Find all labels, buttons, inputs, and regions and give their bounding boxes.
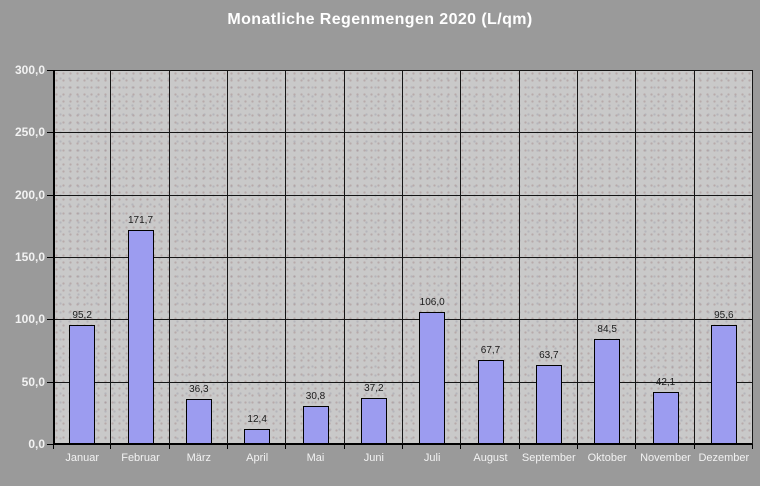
gridline-h <box>53 257 753 258</box>
x-axis-label-august: August <box>473 452 508 464</box>
bar-august <box>477 359 504 444</box>
bar-value-label: 30,8 <box>305 390 326 402</box>
gridline-v <box>343 70 345 444</box>
gridline-v <box>752 70 753 444</box>
y-axis-tick-label: 50,0 <box>21 374 45 389</box>
bar-value-label: 42,1 <box>655 376 676 388</box>
x-axis-tick <box>752 444 753 449</box>
x-axis-tick <box>168 444 170 449</box>
y-axis-tick <box>47 132 53 134</box>
y-axis-tick-label: 150,0 <box>14 250 45 264</box>
x-axis-label-juni: Juni <box>363 452 384 464</box>
y-axis-tick-label: 250,0 <box>14 125 45 140</box>
x-axis-tick <box>635 444 637 449</box>
x-axis-label-september: September <box>521 452 576 464</box>
x-axis-label-oktober: Oktober <box>587 452 627 464</box>
gridline-h <box>53 132 753 134</box>
bar-value-label: 37,2 <box>364 382 384 394</box>
gridline-v <box>518 70 520 444</box>
bar-value-label: 95,2 <box>72 310 92 322</box>
chart-title: Monatliche Regenmengen 2020 (L/qm) <box>227 11 533 28</box>
gridline-v <box>227 70 228 444</box>
bar-märz <box>185 398 212 444</box>
gridline-v <box>635 70 637 444</box>
x-axis-tick <box>460 444 462 449</box>
bar-dezember <box>710 324 737 444</box>
x-axis-tick <box>518 444 520 449</box>
y-axis-tick <box>47 319 53 321</box>
y-axis-tick <box>47 257 53 258</box>
gridline-h <box>53 70 753 71</box>
x-axis-label-november: November <box>640 452 691 464</box>
bar-februar <box>127 229 154 444</box>
bar-value-label: 36,3 <box>189 383 209 395</box>
x-axis-label-april: April <box>246 452 269 464</box>
bar-juli <box>419 311 446 444</box>
y-axis-tick <box>47 194 53 196</box>
gridline-v <box>577 70 578 444</box>
bar-april <box>244 428 271 444</box>
gridline-v <box>402 70 403 444</box>
bar-september <box>535 364 562 444</box>
y-axis-tick <box>47 381 53 383</box>
x-axis-label-januar: Januar <box>65 452 99 464</box>
y-axis-tick-label: 0,0 <box>28 437 45 451</box>
x-axis-tick <box>285 444 287 449</box>
gridline-h <box>53 319 753 321</box>
gridline-h <box>53 194 753 196</box>
gridline-h <box>53 443 753 445</box>
gridline-v <box>168 70 170 444</box>
bar-mai <box>302 405 329 444</box>
bar-value-label: 63,7 <box>539 349 559 361</box>
y-axis-tick <box>47 70 53 71</box>
x-axis-label-mai: Mai <box>306 452 325 464</box>
bar-value-label: 106,0 <box>419 296 445 308</box>
plot-area <box>53 70 753 445</box>
x-axis-tick <box>577 444 578 449</box>
y-axis-tick-label: 300,0 <box>14 63 45 77</box>
gridline-h <box>53 381 753 383</box>
x-axis-tick <box>110 444 112 449</box>
gridline-v <box>460 70 462 444</box>
bar-value-label: 67,7 <box>480 344 501 356</box>
x-axis-label-märz: März <box>186 452 212 464</box>
y-axis-tick-label: 100,0 <box>14 312 45 327</box>
gridline-v <box>53 70 55 444</box>
y-axis-tick <box>47 444 53 445</box>
bar-value-label: 84,5 <box>597 323 617 335</box>
bar-januar <box>69 325 96 444</box>
bar-oktober <box>594 338 621 444</box>
bar-november <box>652 391 679 444</box>
bar-juni <box>360 397 387 444</box>
gridline-v <box>693 70 695 444</box>
x-axis-tick <box>53 444 54 449</box>
gridline-v <box>110 70 112 444</box>
x-axis-tick <box>402 444 403 449</box>
bar-value-label: 12,4 <box>247 413 267 425</box>
x-axis-label-februar: Februar <box>121 452 160 464</box>
bar-value-label: 171,7 <box>127 214 154 226</box>
x-axis-label-juli: Juli <box>423 452 441 464</box>
y-axis-tick-label: 200,0 <box>14 187 45 202</box>
x-axis-label-dezember: Dezember <box>698 452 750 464</box>
x-axis-tick <box>693 444 695 449</box>
x-axis-tick <box>343 444 345 449</box>
x-axis-tick <box>227 444 228 449</box>
gridline-v <box>285 70 287 444</box>
bar-value-label: 95,6 <box>714 309 734 321</box>
